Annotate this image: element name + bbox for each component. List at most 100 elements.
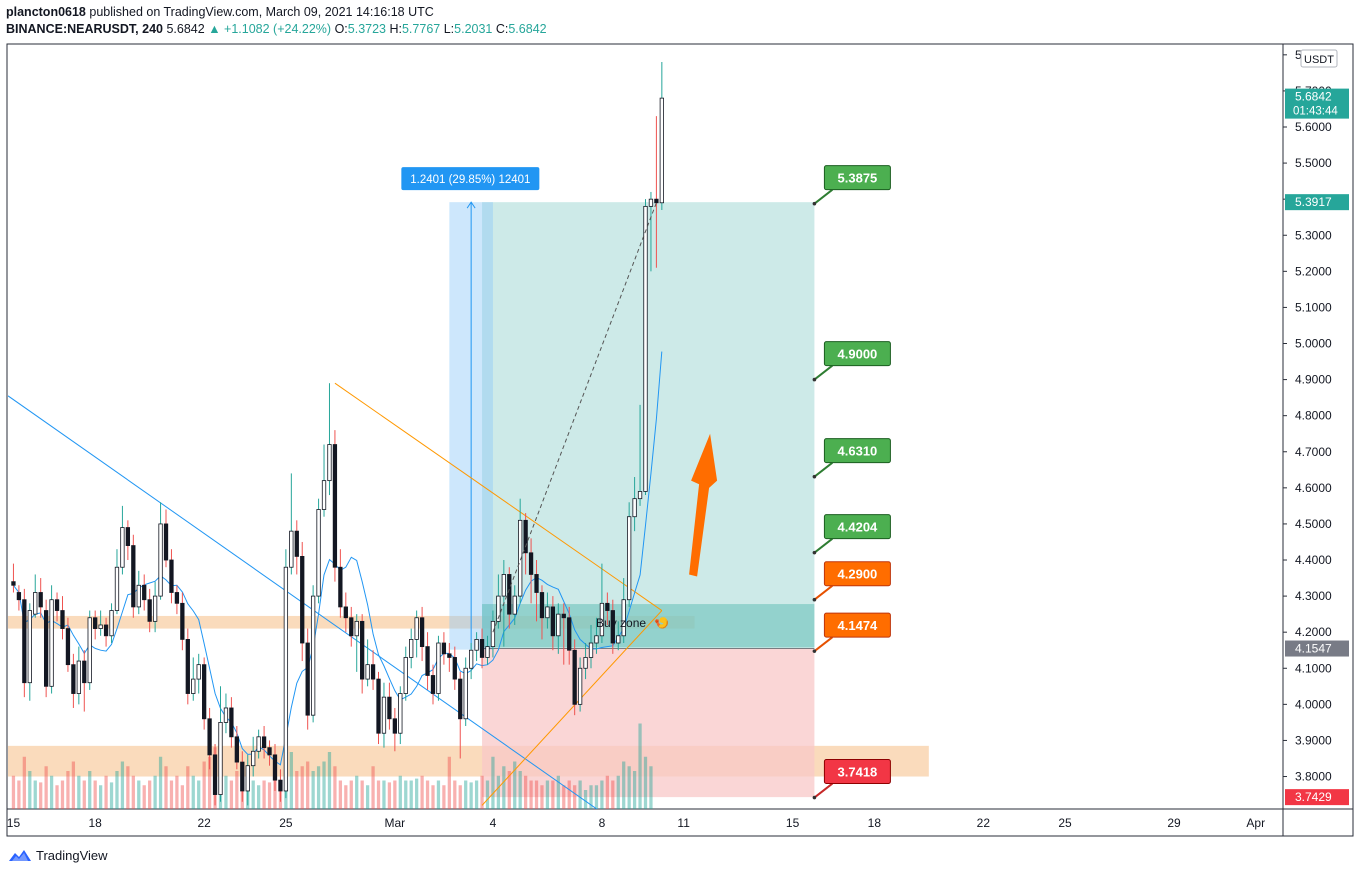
currency-badge[interactable] — [1300, 49, 1338, 68]
candle[interactable] — [616, 635, 621, 644]
candle[interactable] — [332, 444, 338, 568]
candle[interactable] — [38, 592, 43, 608]
candle[interactable] — [43, 610, 49, 687]
candle[interactable] — [621, 599, 626, 637]
candle[interactable] — [381, 696, 387, 734]
candle[interactable] — [496, 595, 501, 622]
candle[interactable] — [370, 664, 376, 680]
candle[interactable] — [310, 595, 316, 716]
candle[interactable] — [196, 664, 201, 680]
candle[interactable] — [545, 606, 550, 619]
candle[interactable] — [103, 624, 109, 637]
candle[interactable] — [610, 610, 615, 644]
candle[interactable] — [338, 566, 343, 608]
candle[interactable] — [212, 754, 218, 795]
candle[interactable] — [294, 530, 299, 557]
candle[interactable] — [556, 613, 561, 637]
candle[interactable] — [82, 660, 87, 684]
candle[interactable] — [256, 736, 261, 752]
candle[interactable] — [414, 617, 419, 640]
symbol-name[interactable]: BINANCE:NEARUSDT, 240 — [6, 22, 163, 36]
candle[interactable] — [22, 599, 27, 684]
candle[interactable] — [174, 592, 180, 604]
candle[interactable] — [360, 620, 365, 680]
candle[interactable] — [343, 606, 348, 619]
publisher-name[interactable]: plancton0618 — [6, 5, 86, 19]
candle[interactable] — [376, 678, 381, 734]
candle[interactable] — [321, 480, 327, 510]
candle[interactable] — [261, 736, 267, 749]
candle[interactable] — [158, 523, 163, 597]
candle[interactable] — [180, 602, 185, 640]
candle[interactable] — [65, 628, 71, 666]
candle[interactable] — [147, 599, 152, 622]
candle[interactable] — [430, 675, 436, 694]
candle[interactable] — [479, 639, 485, 658]
level-label-box[interactable] — [823, 612, 891, 638]
candle[interactable] — [583, 657, 588, 669]
candle[interactable] — [16, 592, 22, 601]
candle[interactable] — [637, 491, 643, 500]
candle[interactable] — [485, 646, 490, 658]
candle[interactable] — [316, 509, 321, 597]
candle[interactable] — [223, 707, 229, 723]
candle[interactable] — [392, 718, 398, 734]
level-label-box[interactable] — [823, 165, 891, 191]
candle[interactable] — [305, 642, 310, 716]
candle[interactable] — [512, 595, 517, 615]
candle[interactable] — [425, 646, 430, 676]
candle[interactable] — [534, 574, 539, 593]
candle[interactable] — [436, 642, 441, 694]
candle[interactable] — [474, 639, 479, 651]
level-label-box[interactable] — [823, 341, 891, 367]
candle[interactable] — [490, 620, 496, 648]
candle[interactable] — [452, 657, 457, 680]
candle[interactable] — [11, 581, 16, 586]
candle[interactable] — [523, 519, 528, 554]
candle[interactable] — [539, 592, 545, 619]
candle[interactable] — [87, 617, 92, 684]
candle[interactable] — [561, 613, 566, 619]
candle[interactable] — [447, 653, 452, 658]
candle[interactable] — [327, 444, 332, 482]
candle[interactable] — [278, 779, 283, 792]
candle[interactable] — [300, 556, 305, 644]
candle[interactable] — [354, 620, 359, 637]
candle[interactable] — [403, 657, 408, 694]
candle[interactable] — [54, 599, 60, 611]
candle[interactable] — [627, 516, 632, 601]
candle[interactable] — [202, 664, 207, 720]
target-zone[interactable] — [482, 202, 815, 649]
candle[interactable] — [109, 610, 114, 637]
candle[interactable] — [152, 595, 158, 622]
level-label-box[interactable] — [823, 759, 891, 785]
candle[interactable] — [272, 754, 278, 781]
candle[interactable] — [387, 696, 392, 720]
triangle-upper[interactable] — [334, 382, 663, 611]
candle[interactable] — [27, 610, 32, 684]
candle[interactable] — [398, 693, 403, 734]
candle[interactable] — [577, 667, 583, 705]
level-label-box[interactable] — [823, 514, 891, 540]
descending-trendline[interactable] — [8, 395, 602, 813]
candle[interactable] — [245, 765, 250, 792]
candle[interactable] — [654, 198, 659, 204]
candle[interactable] — [251, 750, 256, 767]
level-label-box[interactable] — [823, 561, 891, 587]
candle[interactable] — [518, 519, 523, 597]
candle[interactable] — [507, 574, 512, 615]
candle[interactable] — [76, 660, 81, 694]
candle[interactable] — [283, 566, 289, 792]
candle[interactable] — [458, 678, 463, 720]
candle[interactable] — [49, 599, 54, 687]
candle[interactable] — [419, 617, 425, 648]
candle[interactable] — [463, 667, 468, 720]
candle[interactable] — [648, 198, 654, 207]
candle[interactable] — [409, 639, 414, 658]
candle[interactable] — [599, 602, 605, 637]
candle[interactable] — [550, 606, 556, 637]
candle[interactable] — [567, 617, 572, 651]
candle[interactable] — [643, 205, 648, 492]
candle[interactable] — [163, 523, 169, 561]
candle[interactable] — [169, 559, 174, 593]
